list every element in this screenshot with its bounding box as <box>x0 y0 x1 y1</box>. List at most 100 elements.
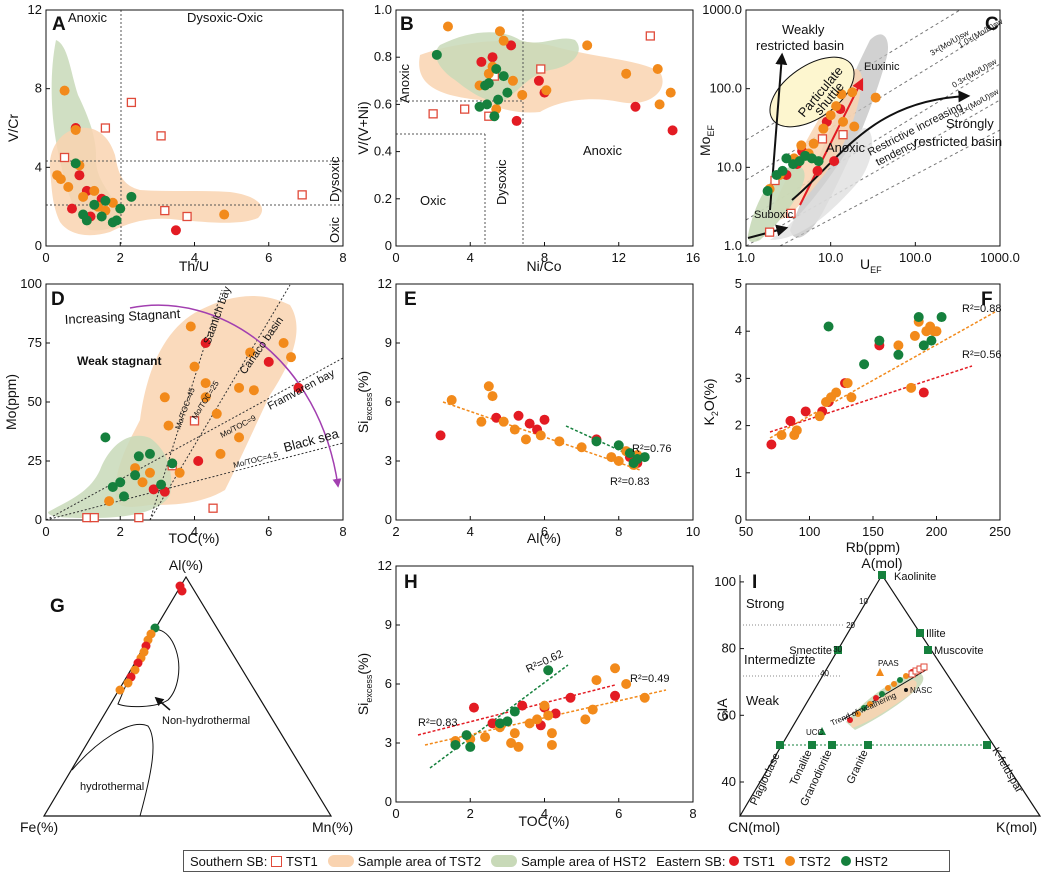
y-label-e-main: Si <box>355 421 371 433</box>
data-point <box>483 78 494 89</box>
stagnant-arrow <box>129 304 342 488</box>
trend-all-f <box>769 311 996 439</box>
mineral-label: Kaolinite <box>894 571 936 583</box>
mineral-marker <box>828 741 836 749</box>
data-point <box>461 730 472 741</box>
data-point-square <box>100 123 111 133</box>
r2-tst1-f: R²=0.56 <box>962 349 1001 361</box>
label-hydrothermal: hydrothermal <box>80 781 144 793</box>
data-point <box>211 408 222 419</box>
ticks-b: 0 4 8 12 16 0 0.2 0.4 0.6 0.8 1.0 <box>374 2 700 265</box>
label-strongly: Strongly <box>946 116 994 131</box>
mineral-label: Muscovite <box>934 645 984 657</box>
y-tick-label: 1.0 <box>374 2 392 17</box>
legend-area-hst2-swatch <box>491 855 518 867</box>
y-label-f-main: K <box>701 416 717 426</box>
data-point <box>185 321 196 332</box>
ticks-c: 1.0 10.0 100.0 1000.0 1.0 10.0 100.0 1000.0 <box>702 2 1020 265</box>
data-point <box>234 382 245 393</box>
data-point <box>785 415 796 426</box>
y-label-e-sub: excess <box>364 392 374 421</box>
data-point <box>487 52 498 63</box>
data-point <box>893 340 904 351</box>
data-point <box>812 165 823 176</box>
ticks-h: 0 2 4 6 8 0 3 6 9 12 <box>378 558 697 821</box>
x-tick-label: 2 <box>117 250 124 265</box>
data-point <box>831 101 842 112</box>
data-point <box>870 92 881 103</box>
data-point <box>159 392 170 403</box>
data-point <box>800 406 811 417</box>
y-tick-label: 6 <box>385 394 392 409</box>
data-point-square <box>817 134 828 144</box>
x-label-c: UEF <box>860 256 882 275</box>
data-point <box>639 692 650 703</box>
x-tick-label: 100 <box>799 524 821 539</box>
data-point <box>491 64 502 74</box>
apex-left-g: Fe(%) <box>20 819 58 835</box>
x-tick-label: 0 <box>392 250 399 265</box>
data-point <box>494 26 505 37</box>
data-point <box>891 681 897 687</box>
data-point <box>450 739 461 750</box>
data-point <box>278 338 289 348</box>
data-point <box>606 452 617 463</box>
ternary-tick-label: 10 <box>859 597 868 606</box>
data-point <box>286 352 297 363</box>
ticks-i: 40 60 80 100 10 20 30 40 <box>714 574 868 789</box>
data-point <box>591 436 602 447</box>
data-point <box>918 340 929 351</box>
mineral-marker <box>776 741 784 749</box>
r2-all-f: R²=0.88 <box>962 303 1001 315</box>
data-point <box>498 71 509 82</box>
data-point <box>130 463 141 474</box>
y-tick-label: 12 <box>28 2 42 17</box>
r2-hst2-e: R²=0.76 <box>632 443 671 455</box>
panel-d: 0 2 4 6 8 0 25 50 75 100 D Increasing Stagnant We… <box>3 276 347 546</box>
data-point <box>524 718 535 729</box>
data-point <box>502 716 513 727</box>
x-tick-label: 16 <box>686 250 700 265</box>
data-point-square <box>156 131 166 141</box>
zone-intermediate: Intermedizte <box>744 652 816 667</box>
x-tick-label: 2 <box>117 524 124 539</box>
legend-item-hst2: HST2 <box>854 853 888 869</box>
ternary-tick-label: 30 <box>833 645 842 654</box>
data-point <box>766 439 777 450</box>
label-dysoxic-a: Dysoxic <box>327 156 342 202</box>
panel-b: 0 4 8 12 16 0 0.2 0.4 0.6 0.8 1.0 B Anoxic Oxic Dy… <box>355 2 700 274</box>
panel-letter-h: H <box>404 572 418 593</box>
data-point-square <box>460 104 470 114</box>
y-tick-label: 3 <box>735 370 742 385</box>
data-point <box>89 199 100 210</box>
data-point <box>613 456 624 466</box>
legend-item-tst1: TST1 <box>743 853 775 869</box>
data-point <box>524 418 535 429</box>
data-point <box>123 678 133 688</box>
x-label-h: TOC(%) <box>518 813 569 829</box>
data-point <box>796 140 807 151</box>
area-hst2-c <box>747 165 805 243</box>
data-point <box>539 414 550 425</box>
y-tick-label: 0 <box>35 512 42 527</box>
data-point <box>189 361 200 372</box>
data-point <box>582 40 593 51</box>
zone-strong: Strong <box>746 596 784 611</box>
x-label-c-main: U <box>860 256 870 272</box>
label-anoxic-b2: Anoxic <box>583 143 623 158</box>
trend-tst1-f <box>769 365 973 433</box>
mineral-label: K-feldspar <box>989 746 1025 796</box>
data-point <box>509 424 520 435</box>
x-tick-label: 12 <box>612 250 626 265</box>
data-point <box>193 456 204 466</box>
data-point <box>610 663 621 674</box>
data-point <box>483 381 494 392</box>
data-point-square <box>786 208 796 219</box>
x-tick-label: 4 <box>191 524 198 539</box>
label-dysoxic-b: Dysoxic <box>494 159 509 205</box>
x-tick-label: 2 <box>467 806 474 821</box>
label-black-sea: Black sea <box>282 426 341 455</box>
panel-letter-e: E <box>404 289 417 310</box>
data-point <box>130 470 141 481</box>
data-point <box>55 174 66 185</box>
